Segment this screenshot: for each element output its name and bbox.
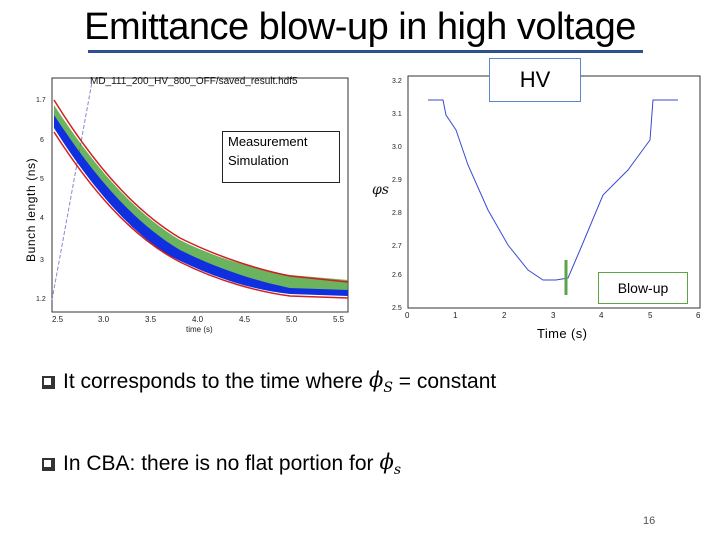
phi-s-curve	[428, 99, 678, 281]
phi-s-plot: 3.2 3.1 3.0 2.9 2.8 2.7 2.6 2.5 0 1 2 3 …	[372, 75, 701, 320]
phi-symbol: ϕs	[380, 450, 402, 478]
bullet-checkbox-icon	[42, 457, 55, 471]
simulation-red-upper	[53, 99, 349, 283]
blowup-label: Blow-up	[598, 272, 688, 304]
plot-filename: MD_111_200_HV_800_OFF/saved_result.hdf5	[90, 76, 298, 87]
right-xlabel: Time (s)	[537, 326, 588, 341]
ytick-label: 2.7	[392, 243, 402, 250]
legend-simulation: Simulation	[228, 153, 289, 168]
title-underline	[88, 50, 643, 53]
right-yticks: 3.2 3.1 3.0 2.9 2.8 2.7 2.6 2.5	[392, 78, 402, 312]
right-ylabel: φs	[372, 182, 389, 198]
legend-measurement: Measurement	[228, 134, 308, 149]
bullet-checkbox-icon	[42, 375, 55, 389]
xtick-label: 6	[696, 311, 701, 320]
xtick-label: 5.0	[286, 315, 298, 324]
bullet-item: It corresponds to the time where ϕS = co…	[42, 368, 496, 396]
ytick-label: 1.2	[36, 296, 46, 303]
phi-sub: s	[393, 462, 402, 479]
right-xticks: 0 1 2 3 4 5 6	[405, 311, 701, 320]
simulation-red-lower	[53, 131, 349, 299]
ytick-label: 6	[40, 137, 44, 144]
xtick-label: 2.5	[52, 315, 64, 324]
xtick-label: 3.5	[145, 315, 157, 324]
left-ylabel: Bunch length (ns)	[24, 157, 38, 262]
phi-sub: S	[383, 380, 393, 397]
left-xticks: 2.5 3.0 3.5 4.0 4.5 5.0 5.5	[52, 315, 345, 324]
bullet-text: It corresponds to the time where	[63, 370, 363, 394]
phi-math: ϕ	[368, 368, 384, 392]
ytick-label: 3.2	[392, 78, 402, 85]
ytick-label: 3.0	[392, 144, 402, 151]
phi-math: ϕ	[379, 450, 394, 474]
ytick-label: 2.8	[392, 210, 402, 217]
hv-label: HV	[489, 58, 581, 102]
xtick-label: 4	[599, 311, 604, 320]
ytick-label: 5	[40, 176, 44, 183]
ytick-label: 2.6	[392, 272, 402, 279]
ytick-label: 4	[40, 215, 44, 222]
bunch-length-plot: MD_111_200_HV_800_OFF/saved_result.hdf5 …	[36, 76, 349, 334]
xtick-label: 2	[502, 311, 507, 320]
xtick-label: 3.0	[98, 315, 110, 324]
page-number: 16	[643, 515, 656, 527]
legend: Measurement Simulation	[222, 131, 340, 183]
measurement-blue-band	[54, 115, 348, 296]
xtick-label: 4.5	[239, 315, 251, 324]
left-yticks: 1.7 6 5 4 3 1.2	[36, 97, 46, 303]
xtick-label: 3	[551, 311, 556, 320]
xtick-label: 5	[648, 311, 653, 320]
ytick-label: 2.5	[392, 305, 402, 312]
ytick-label: 3	[40, 257, 44, 264]
bullet-tail: = constant	[392, 370, 497, 394]
phi-symbol: ϕS	[369, 368, 393, 396]
ytick-label: 3.1	[392, 111, 402, 118]
xtick-label: 5.5	[333, 315, 345, 324]
ytick-label: 1.7	[36, 97, 46, 104]
bullet-text: In CBA: there is no flat portion for	[63, 452, 374, 476]
xtick-label: 1	[453, 311, 458, 320]
dashed-reference-line	[51, 81, 93, 301]
xtick-label: 0	[405, 311, 410, 320]
xtick-label: 4.0	[192, 315, 204, 324]
bullet-item: In CBA: there is no flat portion for ϕs	[42, 450, 401, 478]
slide-title: Emittance blow-up in high voltage	[84, 6, 636, 48]
ytick-label: 2.9	[392, 177, 402, 184]
left-xlabel: time (s)	[186, 325, 213, 334]
